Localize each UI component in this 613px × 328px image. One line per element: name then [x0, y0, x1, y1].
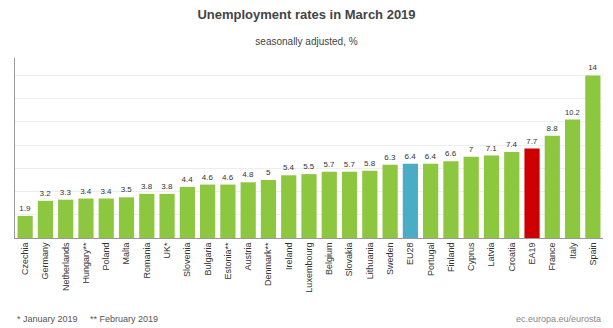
svg-text:Hungary**: Hungary**: [81, 242, 91, 284]
svg-text:Sweden: Sweden: [385, 243, 395, 276]
svg-text:3.4: 3.4: [100, 187, 112, 196]
svg-text:Italy: Italy: [568, 242, 578, 259]
svg-text:Unemployment rates in March 20: Unemployment rates in March 2019: [197, 7, 415, 22]
svg-text:ec.europa.eu/eurosta: ec.europa.eu/eurosta: [516, 314, 601, 324]
svg-text:4.6: 4.6: [222, 173, 234, 182]
svg-text:EA19: EA19: [527, 243, 537, 265]
svg-text:Germany: Germany: [40, 242, 50, 280]
svg-text:4.6: 4.6: [202, 173, 214, 182]
svg-text:Slovakia: Slovakia: [344, 243, 354, 277]
svg-text:6.3: 6.3: [384, 153, 396, 162]
svg-text:6.4: 6.4: [425, 152, 437, 161]
svg-text:3.2: 3.2: [40, 189, 52, 198]
svg-text:Bulgaria: Bulgaria: [203, 243, 213, 276]
svg-text:6.4: 6.4: [405, 152, 417, 161]
svg-text:Poland: Poland: [101, 243, 111, 271]
svg-text:Romania: Romania: [142, 243, 152, 279]
svg-text:Portugal: Portugal: [426, 243, 436, 277]
svg-text:Ireland: Ireland: [284, 243, 294, 271]
svg-text:Cyprus: Cyprus: [466, 242, 476, 271]
svg-text:Finland: Finland: [446, 243, 456, 273]
svg-text:3.3: 3.3: [60, 188, 72, 197]
svg-text:Estonia**: Estonia**: [223, 242, 233, 280]
svg-text:3.8: 3.8: [141, 182, 153, 191]
svg-text:14: 14: [588, 63, 597, 72]
svg-text:5.5: 5.5: [303, 162, 315, 171]
svg-text:* January 2019 ** February: * January 2019 ** February 2019: [17, 314, 158, 324]
svg-text:Czechia: Czechia: [20, 243, 30, 276]
svg-text:Austria: Austria: [243, 243, 253, 271]
svg-text:Belgium: Belgium: [324, 243, 334, 276]
svg-text:3.4: 3.4: [80, 187, 92, 196]
svg-text:5.7: 5.7: [344, 160, 356, 169]
svg-text:7.7: 7.7: [526, 137, 538, 146]
svg-text:4.8: 4.8: [242, 170, 254, 179]
svg-text:EU28: EU28: [405, 243, 415, 266]
svg-text:Latvia: Latvia: [486, 243, 496, 267]
svg-text:5: 5: [266, 168, 271, 177]
svg-text:7: 7: [469, 145, 474, 154]
svg-text:Netherlands: Netherlands: [61, 242, 71, 291]
svg-text:8.8: 8.8: [546, 124, 558, 133]
svg-text:6.6: 6.6: [445, 149, 457, 158]
svg-text:3.8: 3.8: [161, 182, 173, 191]
svg-text:7.4: 7.4: [506, 140, 518, 149]
svg-text:Malta: Malta: [121, 243, 131, 265]
svg-text:Denmark**: Denmark**: [263, 242, 273, 286]
svg-text:seasonally adjusted, %: seasonally adjusted, %: [255, 36, 357, 47]
svg-text:5.4: 5.4: [283, 163, 295, 172]
svg-text:3.5: 3.5: [121, 185, 133, 194]
svg-text:Slovenia: Slovenia: [182, 243, 192, 278]
svg-text:10.2: 10.2: [565, 108, 580, 117]
svg-text:Spain: Spain: [588, 243, 598, 266]
svg-text:5.7: 5.7: [323, 160, 335, 169]
svg-text:France: France: [547, 243, 557, 271]
svg-text:4.4: 4.4: [182, 175, 194, 184]
svg-text:Croatia: Croatia: [507, 243, 517, 272]
svg-text:Luxembourg: Luxembourg: [304, 243, 314, 293]
svg-text:1.9: 1.9: [19, 204, 31, 213]
svg-text:Lithuania: Lithuania: [365, 243, 375, 280]
svg-text:7.1: 7.1: [486, 144, 498, 153]
svg-text:UK*: UK*: [162, 242, 172, 259]
svg-text:5.8: 5.8: [364, 159, 376, 168]
